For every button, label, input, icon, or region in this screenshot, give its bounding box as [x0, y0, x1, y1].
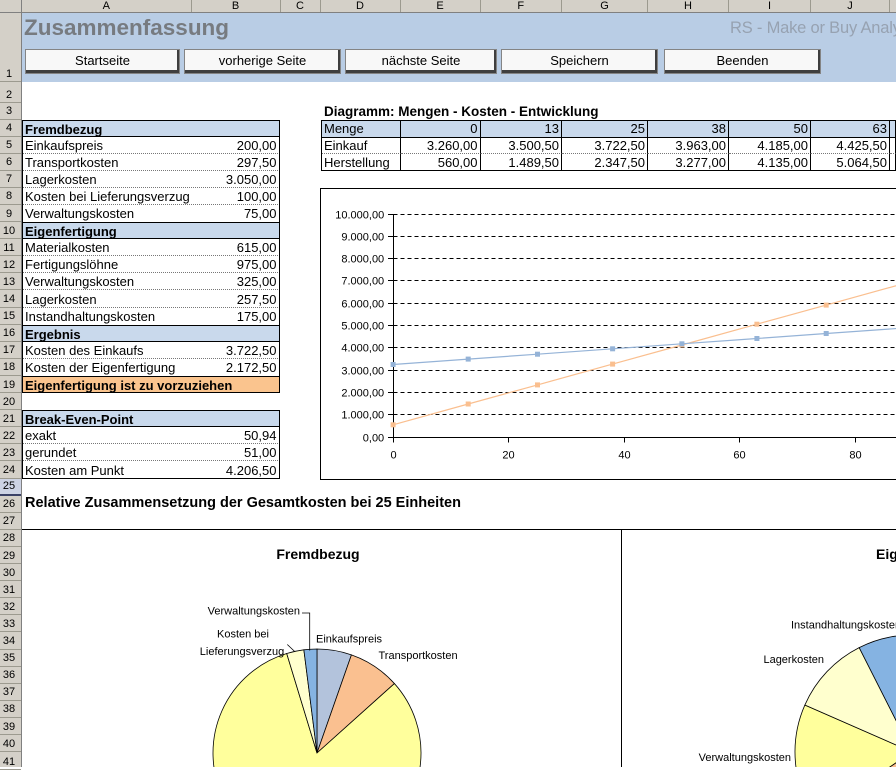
svg-text:0,00: 0,00	[363, 433, 384, 445]
svg-text:Kosten bei: Kosten bei	[217, 629, 269, 641]
svg-text:9.000,00: 9.000,00	[341, 232, 384, 244]
svg-text:Transportkosten: Transportkosten	[379, 650, 458, 662]
svg-text:4.000,00: 4.000,00	[341, 343, 384, 355]
svg-text:20: 20	[502, 450, 514, 462]
svg-text:8.000,00: 8.000,00	[341, 254, 384, 266]
svg-text:40: 40	[618, 450, 630, 462]
svg-text:6.000,00: 6.000,00	[341, 299, 384, 311]
svg-text:Verwaltungskosten: Verwaltungskosten	[699, 752, 791, 764]
svg-text:2.000,00: 2.000,00	[341, 388, 384, 400]
svg-text:Lagerkosten: Lagerkosten	[763, 654, 824, 666]
svg-text:3.000,00: 3.000,00	[341, 366, 384, 378]
svg-text:0: 0	[390, 450, 396, 462]
svg-text:5.000,00: 5.000,00	[341, 321, 384, 333]
svg-text:Verwaltungskosten: Verwaltungskosten	[208, 606, 300, 618]
svg-text:60: 60	[733, 450, 745, 462]
svg-text:80: 80	[849, 450, 861, 462]
svg-text:Einkaufspreis: Einkaufspreis	[316, 634, 383, 646]
svg-text:Lieferungsverzug: Lieferungsverzug	[200, 646, 284, 658]
svg-text:Instandhaltungskosten: Instandhaltungskosten	[791, 620, 896, 632]
svg-text:Fremdbezug: Fremdbezug	[276, 546, 359, 562]
svg-text:Eigenfertigung: Eigenfertigung	[876, 546, 896, 562]
svg-text:1.000,00: 1.000,00	[341, 410, 384, 422]
svg-text:10.000,00: 10.000,00	[335, 210, 384, 222]
svg-text:7.000,00: 7.000,00	[341, 276, 384, 288]
